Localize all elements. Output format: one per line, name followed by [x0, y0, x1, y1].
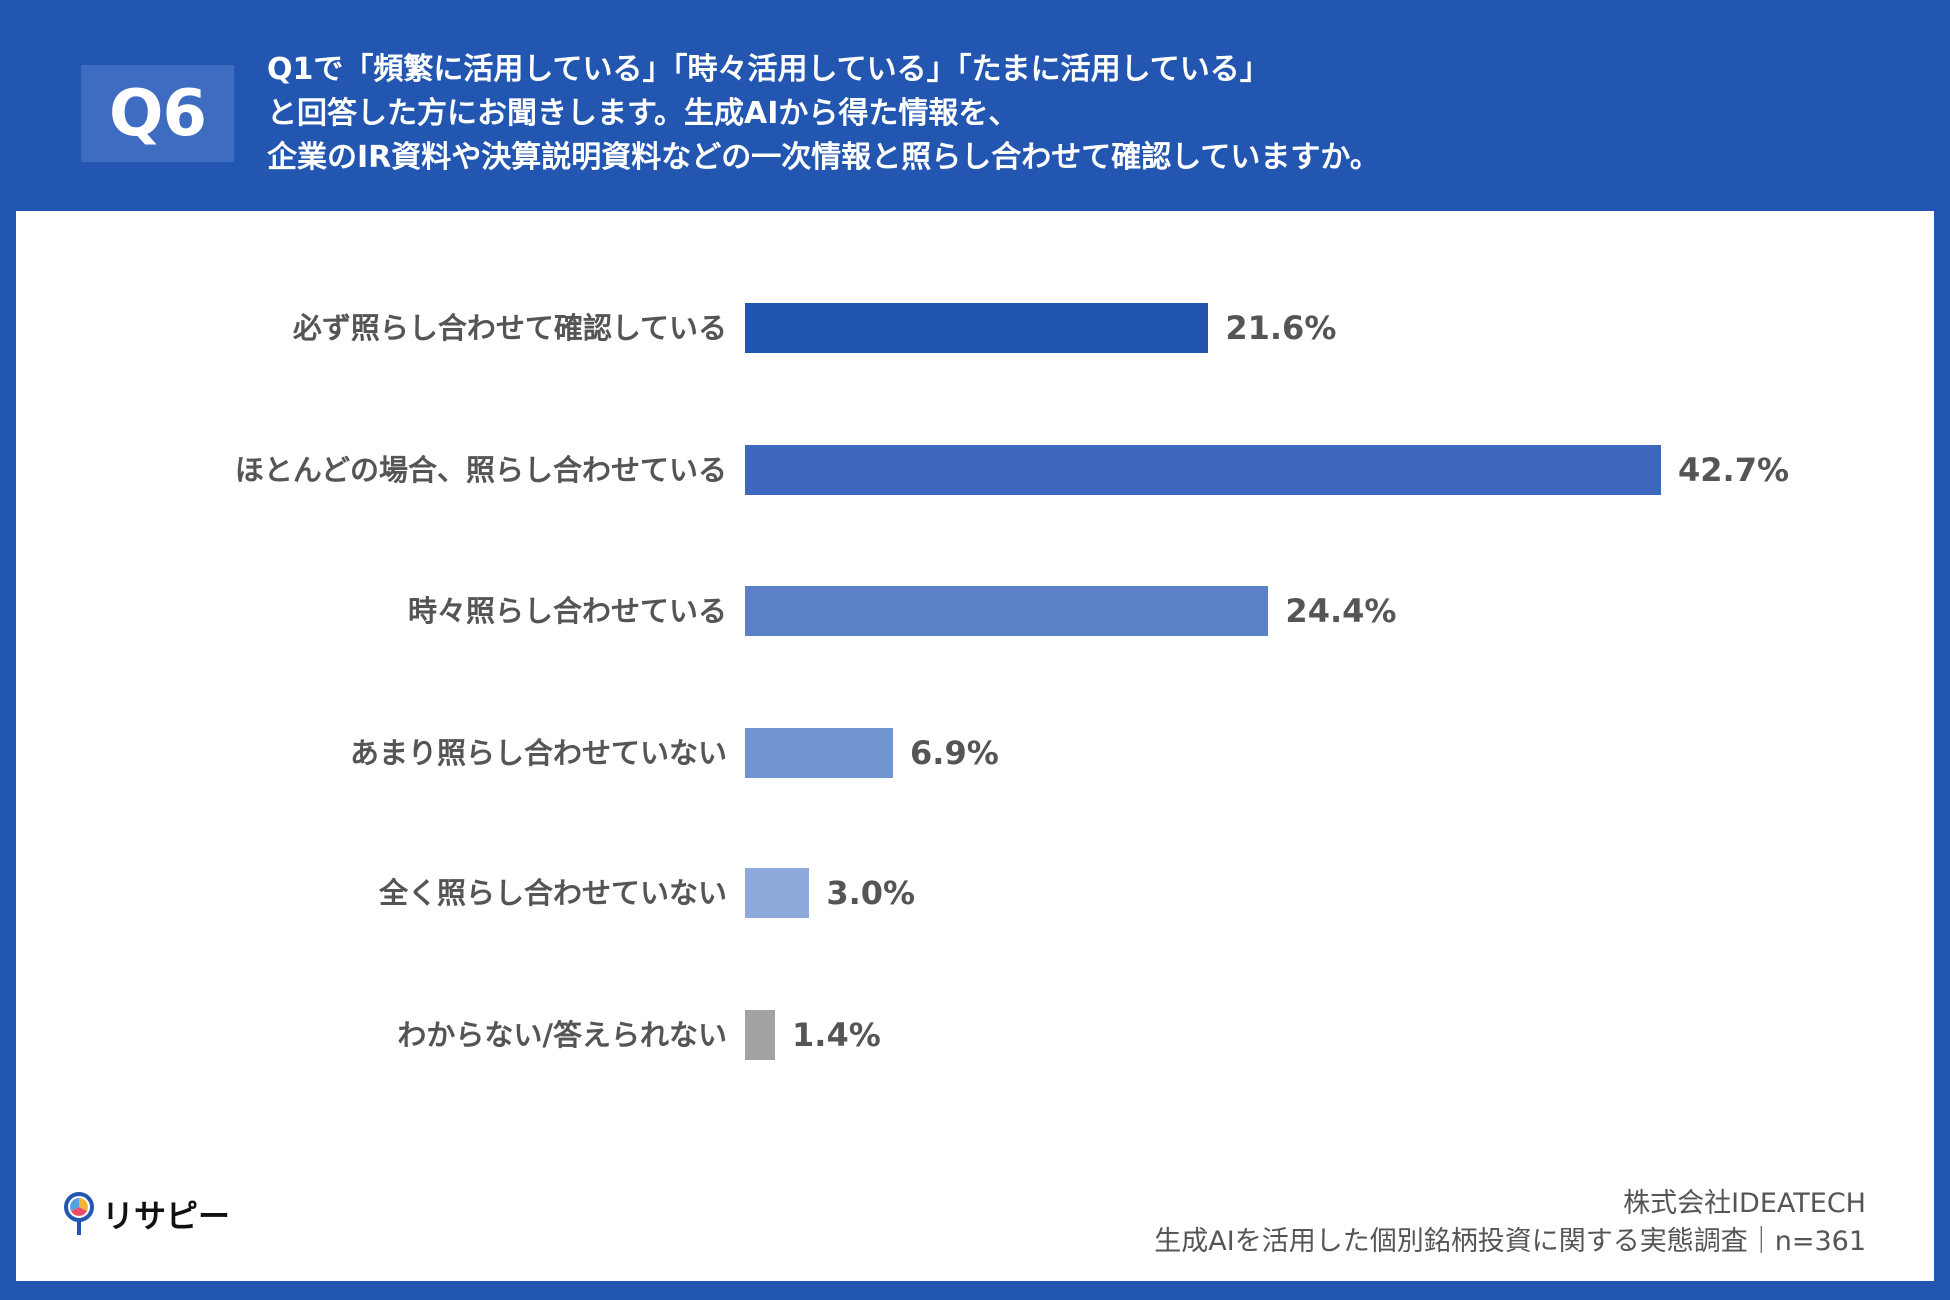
- bar: [745, 728, 894, 778]
- question-line: Q1で「頻繁に活用している」「時々活用している」「たまに活用している」: [267, 52, 1270, 87]
- bar: [745, 1010, 776, 1060]
- risapy-logo: リサピー: [62, 1191, 230, 1237]
- category-label: 全く照らし合わせていない: [378, 876, 727, 910]
- bar: [745, 586, 1269, 636]
- value-label: 21.6%: [1225, 309, 1337, 347]
- value-label: 6.9%: [910, 734, 999, 772]
- value-label: 3.0%: [826, 874, 916, 912]
- bar-row: 必ず照らし合わせて確認している 21.6%: [16, 303, 1934, 353]
- value-label: 24.4%: [1285, 592, 1397, 630]
- bar-row: 全く照らし合わせていない 3.0%: [16, 868, 1934, 918]
- category-label: 時々照らし合わせている: [407, 594, 727, 628]
- question-number-badge: Q6: [81, 65, 234, 162]
- category-label: わからない/答えられない: [397, 1018, 727, 1052]
- category-label: あまり照らし合わせていない: [349, 736, 727, 770]
- survey-info: 生成AIを活用した個別銘柄投資に関する実態調査｜n=361: [1154, 1226, 1866, 1257]
- bar-row: わからない/答えられない 1.4%: [16, 1010, 1934, 1060]
- category-label: ほとんどの場合、照らし合わせている: [234, 453, 727, 487]
- chart-panel: 必ず照らし合わせて確認している 21.6% ほとんどの場合、照らし合わせている 42.…: [16, 211, 1934, 1281]
- bar-row: あまり照らし合わせていない 6.9%: [16, 728, 1934, 778]
- question-text: Q1で「頻繁に活用している」「時々活用している」「たまに活用している」 と回答し…: [267, 48, 1380, 180]
- bar-row: 時々照らし合わせている 24.4%: [16, 586, 1934, 636]
- company-name: 株式会社IDEATECH: [1623, 1188, 1866, 1219]
- value-label: 42.7%: [1678, 451, 1790, 489]
- bar: [745, 303, 1209, 353]
- logo-pin-icon: [64, 1192, 94, 1235]
- bar: [745, 868, 810, 918]
- value-label: 1.4%: [792, 1016, 881, 1054]
- question-line: と回答した方にお聞きします。生成AIから得た情報を、: [267, 96, 1019, 131]
- bar-row: ほとんどの場合、照らし合わせている 42.7%: [16, 445, 1934, 495]
- question-line: 企業のIR資料や決算説明資料などの一次情報と照らし合わせて確認していますか。: [267, 140, 1380, 175]
- bar: [745, 445, 1661, 495]
- category-label: 必ず照らし合わせて確認している: [292, 311, 727, 345]
- logo-text: リサピー: [102, 1197, 231, 1235]
